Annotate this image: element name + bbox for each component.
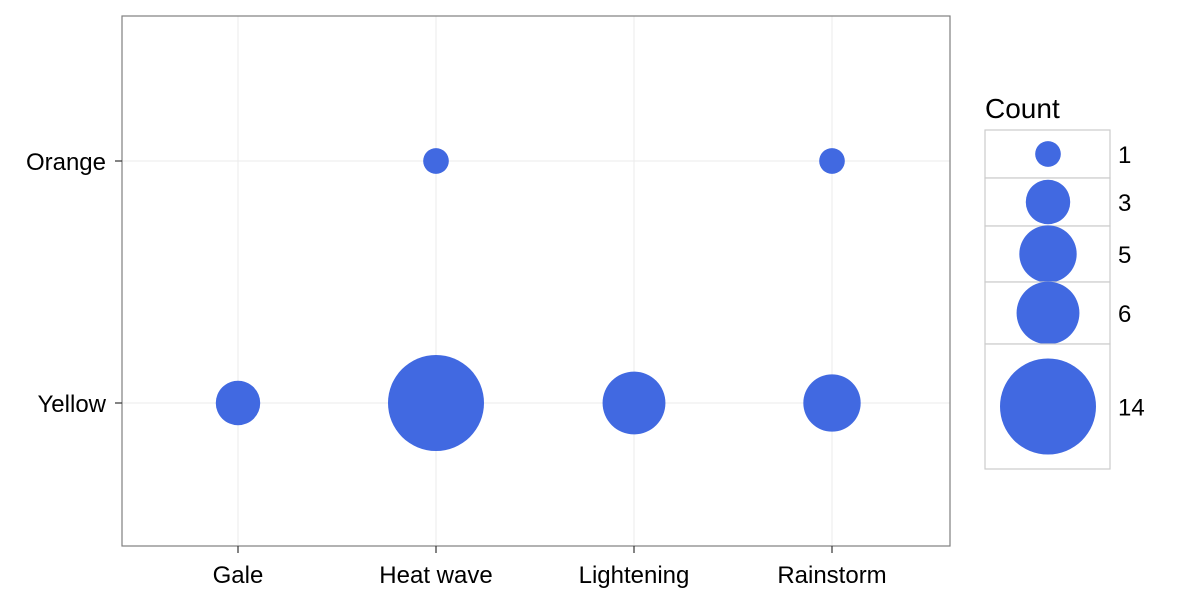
legend-key-point [1016, 281, 1080, 345]
data-point [215, 380, 261, 426]
y-tick-label: Orange [26, 149, 106, 176]
data-point [803, 374, 861, 432]
x-tick-label: Gale [213, 562, 264, 589]
x-tick-label: Rainstorm [777, 562, 886, 589]
data-point [819, 148, 845, 174]
data-point [602, 371, 666, 435]
data-point [423, 148, 449, 174]
x-tick-label: Lightening [579, 562, 690, 589]
x-tick-label: Heat wave [379, 562, 492, 589]
panel-border [121, 15, 951, 547]
legend: Count 1 3 5 6 14 [984, 93, 1145, 470]
legend-key-point [1025, 179, 1071, 225]
legend-label: 3 [1118, 190, 1131, 217]
legend-key-point [1000, 358, 1096, 455]
panel-background [122, 16, 950, 546]
y-tick-label: Yellow [38, 391, 107, 418]
plot-area: Gale Heat wave Lightening Rainstorm Yellow Or… [26, 15, 951, 589]
legend-key-point [1019, 225, 1077, 283]
data-point [388, 355, 484, 451]
legend-label: 6 [1118, 301, 1131, 328]
legend-key-point [1035, 141, 1061, 167]
legend-label: 1 [1118, 142, 1131, 169]
legend-label: 14 [1118, 395, 1145, 422]
legend-title: Count [985, 93, 1060, 124]
legend-label: 5 [1118, 242, 1131, 269]
